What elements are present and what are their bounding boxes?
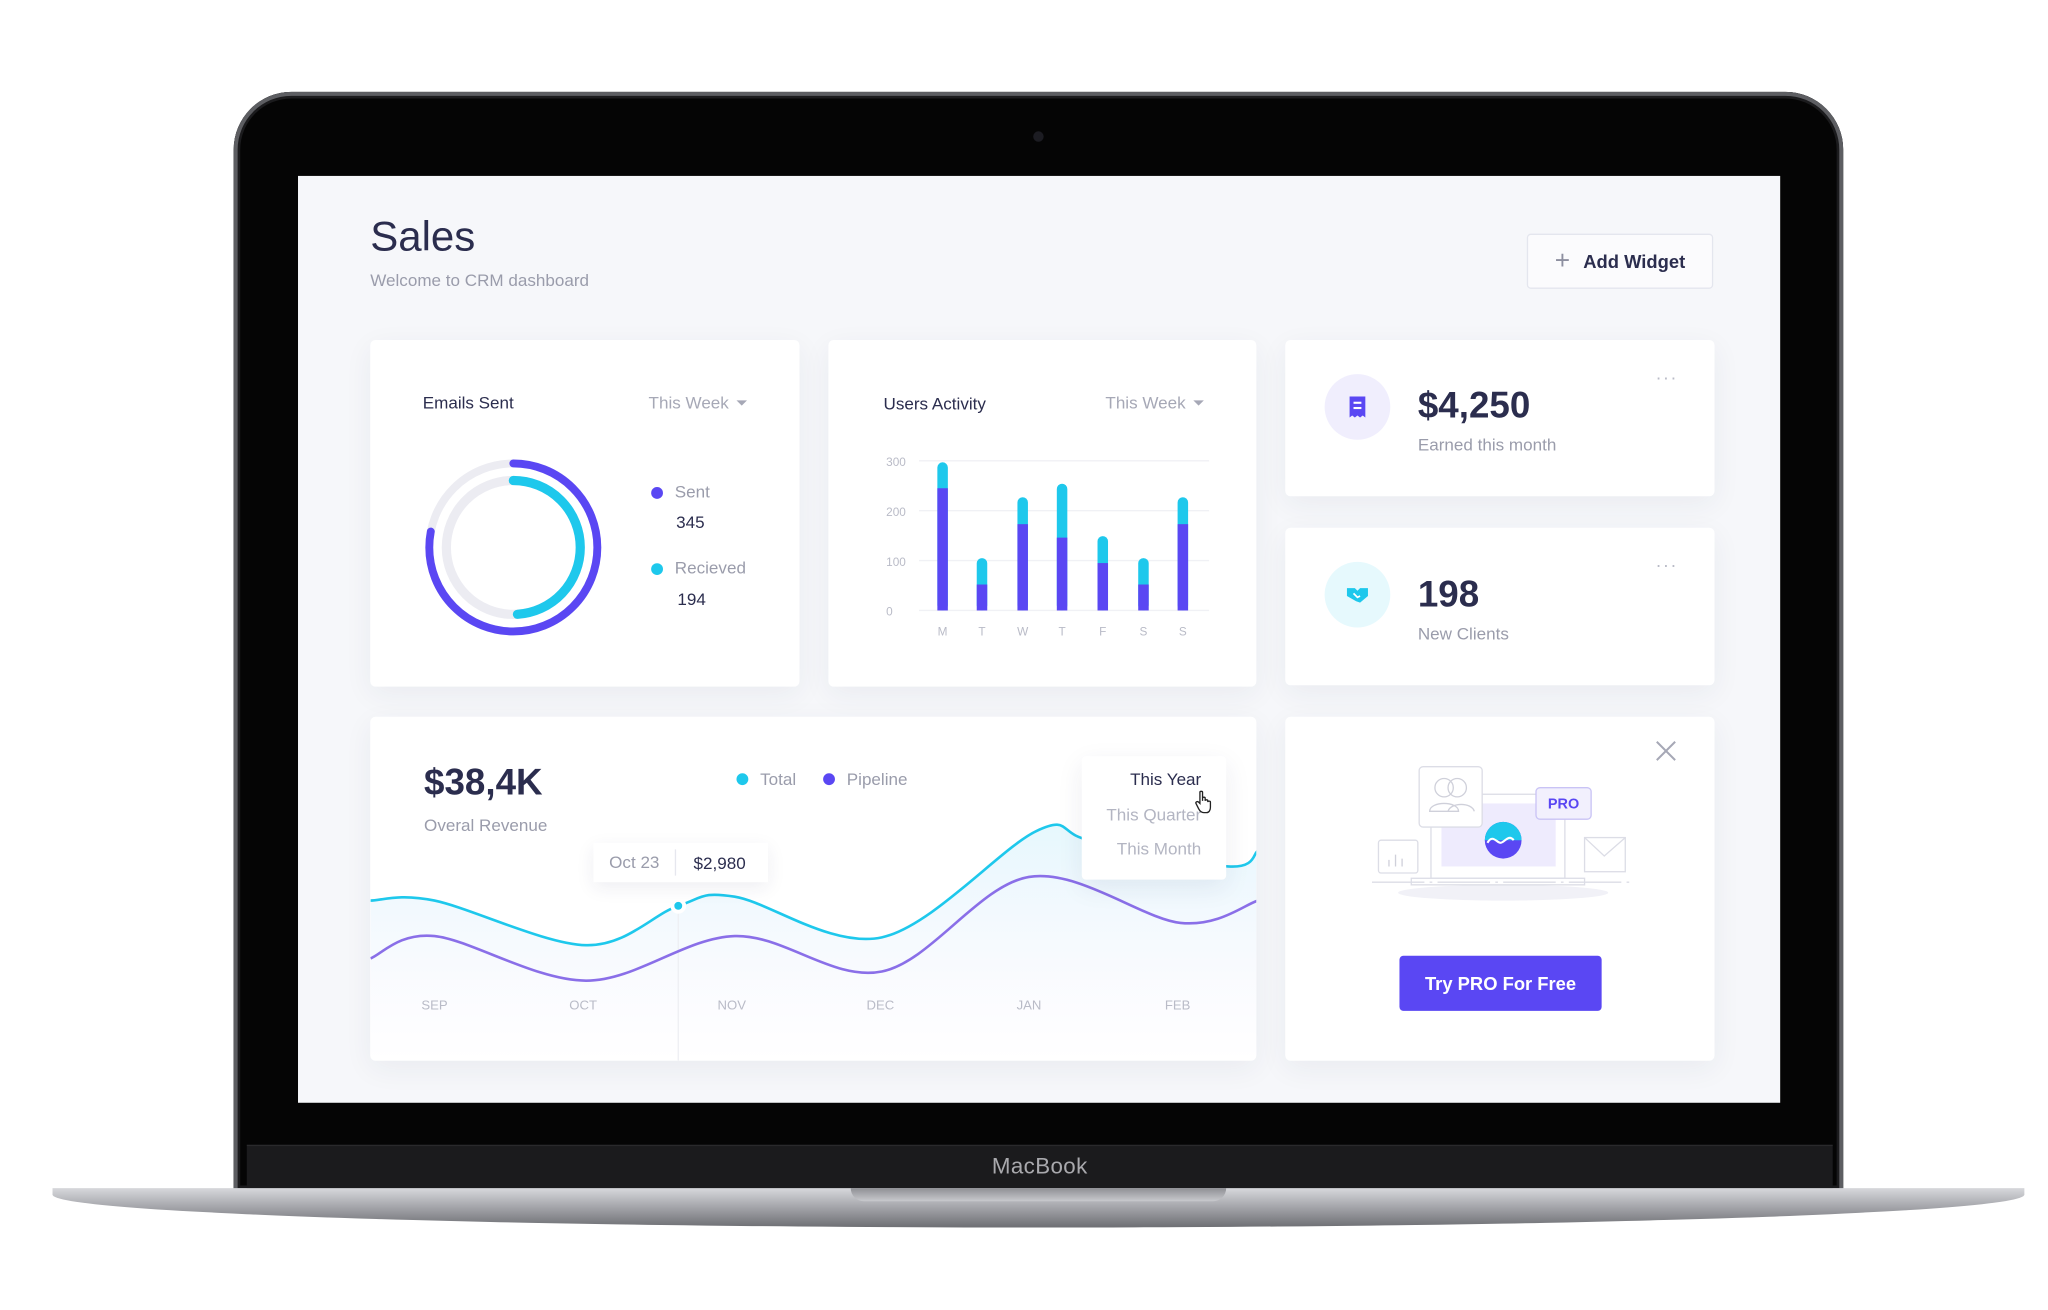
new-clients-card: 198 New Clients ··· [1285,527,1715,686]
users-activity-bar-chart: 0 100 200 300 M T W T F S S [886,455,1210,638]
series-line-pipeline [370,874,1257,982]
period-label: This Week [1105,392,1186,413]
chart-tooltip: Oct 23 $2,980 [593,842,768,883]
emails-sent-card: Emails Sent This Week Sent 345 Recieved … [370,340,800,687]
legend-label-sent: Sent [674,481,710,502]
legend-dot-sent [651,487,663,499]
handshake-icon [1346,588,1368,603]
period-menu: This Year This Quarter This Month [1081,756,1227,880]
menu-item-this-quarter[interactable]: This Quarter [1106,804,1202,825]
tooltip-value: $2,980 [693,852,746,873]
bar-segment-bottom [1097,563,1109,611]
bar-segment-bottom [1138,584,1149,611]
x-tick-label: T [1058,624,1065,638]
menu-item-this-year[interactable]: This Year [1130,769,1202,790]
try-pro-button[interactable]: Try PRO For Free [1399,955,1602,1011]
x-tick-label: F [1099,624,1106,638]
bar-segment-bottom [976,584,988,611]
more-options-icon[interactable]: ··· [1655,554,1678,576]
card-title: Users Activity [883,393,986,414]
add-widget-button[interactable]: + Add Widget [1526,233,1714,289]
legend-value-sent: 345 [676,511,705,532]
total-area-fill [370,824,1257,1061]
x-tick-label: S [1140,624,1148,638]
x-axis-label: FEB [1164,999,1191,1014]
close-icon[interactable] [1653,738,1679,764]
dashboard-screen: Sales Welcome to CRM dashboard + Add Wid… [298,175,1781,1103]
plus-icon: + [1554,246,1571,276]
y-tick-label: 100 [886,555,906,569]
legend-label-total: Total [760,769,797,790]
more-options-icon[interactable]: ··· [1655,366,1678,388]
legend-label-received: Recieved [674,557,746,578]
hand-cursor-icon [1195,790,1212,814]
x-tick-label: M [938,624,948,638]
period-label: This Week [648,392,729,413]
device-brand: MacBook [991,1153,1088,1179]
x-axis-label: NOV [717,999,746,1014]
caret-down-icon [736,399,748,406]
ring-arc-recieved [441,475,585,619]
card-title: Emails Sent [422,392,514,413]
bar-segment-bottom [937,488,948,611]
tooltip-date: Oct 23 [593,849,677,876]
bar-segment-bottom [1177,524,1189,611]
revenue-label: Overal Revenue [424,815,548,835]
ring-arc-sent [425,459,602,636]
earned-label: Earned this month [1417,434,1557,455]
legend-dot-received [651,563,663,576]
revenue-card: $38,4K Overal Revenue Total Pipeline Oct… [370,716,1257,1061]
emails-donut-chart [425,459,602,636]
clients-label: New Clients [1417,623,1509,644]
pro-badge: PRO [1548,797,1579,813]
laptop-chin: MacBook [246,1144,1833,1190]
period-dropdown[interactable]: This Week [1105,392,1205,413]
legend-value-received: 194 [677,589,706,610]
bar-segment-bottom [1056,537,1068,611]
pro-illustration: PRO [1371,766,1635,901]
clients-value: 198 [1417,573,1480,615]
earned-value: $4,250 [1417,384,1531,426]
period-dropdown[interactable]: This Week [648,392,748,413]
legend-label-pipeline: Pipeline [846,769,908,790]
clients-icon-badge [1324,561,1391,628]
legend-dot-total [736,773,749,786]
x-tick-label: W [1017,624,1029,638]
highlight-point [674,901,683,910]
x-axis-label: JAN [1016,999,1042,1014]
y-tick-label: 300 [886,455,906,469]
earned-icon-badge [1324,374,1391,440]
x-axis-label: SEP [421,999,448,1014]
pro-promo-card: PRO Try PRO For Free [1285,716,1715,1061]
y-tick-label: 200 [886,505,906,519]
legend-dot-pipeline [823,773,835,786]
camera [1033,131,1044,142]
x-tick-label: S [1179,624,1187,638]
x-tick-label: T [978,624,985,638]
laptop-notch [850,1188,1227,1202]
revenue-value: $38,4K [424,761,543,803]
x-axis-label: OCT [569,999,597,1014]
users-activity-card: Users Activity This Week 0 100 200 300 M T W T F… [828,340,1257,687]
page-subtitle: Welcome to CRM dashboard [370,270,590,291]
page-title: Sales [370,212,476,260]
y-tick-label: 0 [886,605,893,619]
bar-segment-bottom [1017,524,1028,611]
earned-card: $4,250 Earned this month ··· [1285,340,1715,497]
receipt-icon [1349,396,1366,418]
x-axis-label: DEC [866,999,895,1014]
caret-down-icon [1193,399,1205,406]
menu-item-this-month[interactable]: This Month [1116,838,1202,859]
add-widget-label: Add Widget [1583,250,1686,272]
